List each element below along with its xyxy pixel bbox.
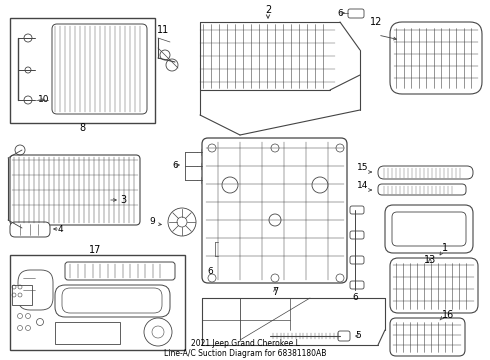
Text: 6: 6 (172, 161, 178, 170)
Text: 2021 Jeep Grand Cherokee L
Line-A/C Suction Diagram for 68381180AB: 2021 Jeep Grand Cherokee L Line-A/C Suct… (164, 339, 326, 358)
Text: 3: 3 (120, 195, 126, 205)
Text: 10: 10 (38, 95, 49, 104)
FancyBboxPatch shape (378, 184, 466, 195)
FancyBboxPatch shape (348, 9, 364, 18)
FancyBboxPatch shape (350, 206, 364, 214)
FancyBboxPatch shape (218, 238, 230, 246)
Text: 6: 6 (337, 9, 343, 18)
FancyBboxPatch shape (338, 331, 350, 341)
Bar (10, 18, 155, 123)
FancyBboxPatch shape (10, 155, 140, 225)
Text: 1: 1 (442, 243, 448, 253)
Text: 12: 12 (370, 17, 382, 27)
FancyBboxPatch shape (233, 238, 245, 246)
FancyBboxPatch shape (390, 258, 478, 313)
Text: 4: 4 (58, 225, 64, 234)
FancyBboxPatch shape (233, 252, 245, 260)
FancyBboxPatch shape (390, 318, 465, 356)
FancyBboxPatch shape (350, 231, 364, 239)
Text: 17: 17 (89, 245, 101, 255)
FancyBboxPatch shape (392, 212, 466, 246)
FancyBboxPatch shape (55, 285, 170, 317)
FancyBboxPatch shape (350, 281, 364, 289)
FancyBboxPatch shape (202, 162, 216, 171)
Text: 14: 14 (357, 181, 368, 190)
Text: 9: 9 (149, 217, 155, 226)
FancyBboxPatch shape (350, 256, 364, 264)
FancyBboxPatch shape (52, 24, 147, 114)
FancyBboxPatch shape (202, 148, 216, 157)
FancyBboxPatch shape (385, 205, 473, 253)
FancyBboxPatch shape (202, 176, 216, 185)
Text: 15: 15 (357, 163, 368, 172)
Text: 2: 2 (265, 5, 271, 15)
Bar (10, 255, 185, 350)
Text: 11: 11 (157, 25, 169, 35)
FancyBboxPatch shape (62, 288, 162, 313)
FancyBboxPatch shape (202, 138, 347, 283)
FancyBboxPatch shape (390, 22, 482, 94)
Text: 6: 6 (352, 293, 358, 302)
Text: 6: 6 (207, 267, 213, 276)
FancyBboxPatch shape (18, 270, 53, 310)
FancyBboxPatch shape (10, 222, 50, 237)
Text: 8: 8 (79, 123, 85, 133)
Bar (12, 285, 32, 305)
Text: 5: 5 (355, 332, 361, 341)
Text: 13: 13 (424, 255, 436, 265)
Text: 7: 7 (272, 287, 278, 297)
FancyBboxPatch shape (65, 262, 175, 280)
FancyBboxPatch shape (378, 166, 473, 179)
Bar (55, 322, 120, 344)
FancyBboxPatch shape (218, 252, 230, 260)
Text: 16: 16 (442, 310, 454, 320)
